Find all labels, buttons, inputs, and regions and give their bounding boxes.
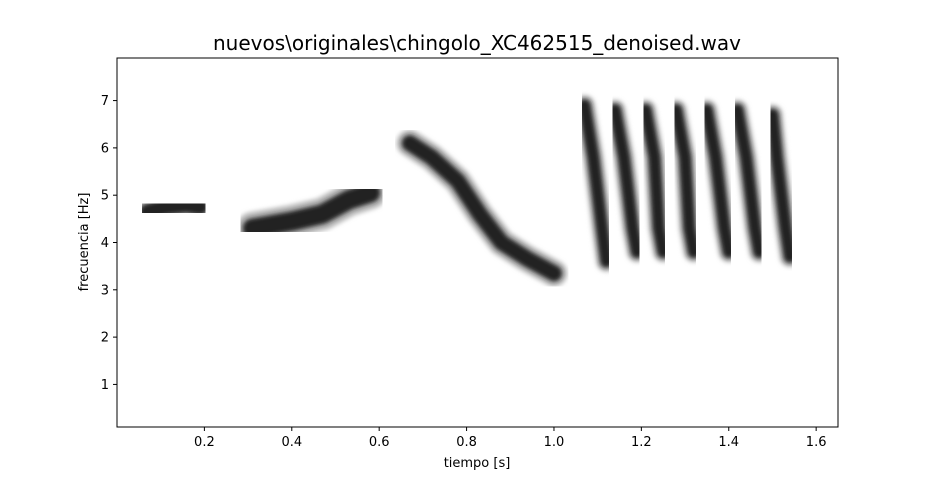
syllable-4 xyxy=(574,94,617,272)
spectrogram-marks xyxy=(134,94,801,287)
syllable-core xyxy=(670,103,700,259)
x-tick-label: 1.2 xyxy=(631,435,652,450)
syllable-core xyxy=(700,103,735,259)
syllable-9 xyxy=(727,99,770,263)
x-tick-label: 1.4 xyxy=(718,435,739,450)
x-tick-label: 1.0 xyxy=(544,435,565,450)
y-tick-label: 7 xyxy=(101,94,109,109)
syllable-5 xyxy=(604,99,648,263)
x-tick-label: 0.8 xyxy=(456,435,477,450)
syllable-core xyxy=(731,103,766,259)
y-tick-label: 5 xyxy=(101,189,109,204)
syllable-8 xyxy=(696,99,740,263)
syllable-core xyxy=(608,103,644,259)
syllable-core xyxy=(242,183,381,239)
x-axis-ticks: 0.2 0.4 0.6 0.8 1.0 1.2 1.4 1.6 xyxy=(194,427,826,450)
y-tick-label: 1 xyxy=(101,378,109,393)
syllable-core xyxy=(639,103,670,259)
y-axis-label: frecuencia [Hz] xyxy=(77,193,92,292)
chart-title: nuevos\originales\chingolo_XC462515_deno… xyxy=(213,31,741,55)
syllable-6 xyxy=(635,99,674,263)
syllable-2 xyxy=(236,176,387,245)
syllable-7 xyxy=(665,99,705,263)
x-tick-label: 0.4 xyxy=(281,435,302,450)
syllable-10 xyxy=(762,104,801,268)
syllable-core xyxy=(578,99,613,268)
y-tick-label: 2 xyxy=(101,331,109,346)
syllable-core xyxy=(401,135,562,282)
x-tick-label: 1.6 xyxy=(806,435,827,450)
syllable-1 xyxy=(134,191,214,226)
syllable-3 xyxy=(396,129,568,287)
y-tick-label: 6 xyxy=(101,141,109,156)
y-tick-label: 3 xyxy=(101,283,109,298)
y-axis-ticks: 1 2 3 4 5 6 7 xyxy=(101,94,117,393)
syllable-core xyxy=(766,108,797,263)
y-tick-label: 4 xyxy=(101,236,109,251)
x-tick-label: 0.6 xyxy=(369,435,390,450)
x-tick-label: 0.2 xyxy=(194,435,215,450)
x-axis-label: tiempo [s] xyxy=(444,456,511,471)
syllable-core xyxy=(139,196,208,220)
